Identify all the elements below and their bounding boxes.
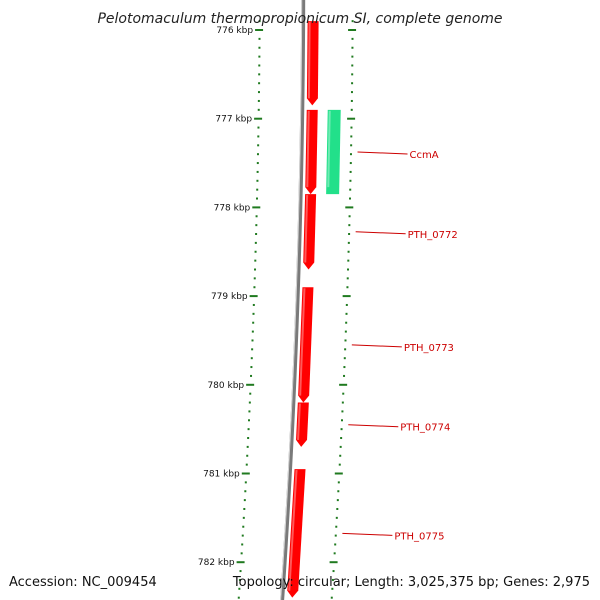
ruler-label: 778 kbp [214, 203, 251, 213]
gene-features [287, 21, 341, 598]
genome-backbone [280, 0, 306, 600]
label-leader-line [351, 344, 402, 348]
label-leader-line [342, 532, 393, 536]
ruler-label: 782 kbp [198, 558, 235, 568]
label-leader-line [357, 151, 408, 155]
ruler-labels: 776 kbp 777 kbp 778 kbp 779 kbp 780 kbp 781 k… [198, 26, 253, 568]
ruler-label: 779 kbp [211, 292, 248, 302]
gene-highlight [297, 403, 301, 440]
outer-ticks [329, 20, 357, 599]
ruler-ticks [236, 20, 264, 599]
gene-label[interactable]: PTH_0772 [408, 230, 458, 241]
forward-gene-arrow[interactable] [296, 402, 309, 447]
ruler-label: 777 kbp [215, 115, 252, 125]
gene-highlight [304, 195, 309, 263]
genome-title: Pelotomaculum thermopropionicum SI, comp… [97, 11, 502, 27]
genome-backbone-highlight [280, 0, 303, 600]
label-leaders [342, 151, 408, 536]
forward-gene-arrow[interactable] [287, 469, 306, 598]
gene-highlight [327, 110, 331, 188]
forward-gene-arrow[interactable] [303, 194, 317, 270]
ruler-label: 781 kbp [203, 470, 240, 480]
gene-label[interactable]: PTH_0773 [404, 343, 454, 354]
topology-summary: Topology: circular; Length: 3,025,375 bp… [232, 575, 590, 590]
forward-gene-arrow[interactable] [306, 21, 319, 106]
accession-label: Accession: NC_009454 [9, 575, 157, 590]
label-leader-line [355, 231, 406, 235]
gene-highlight [307, 22, 311, 99]
gene-labels[interactable]: CcmA PTH_0772 PTH_0773 PTH_0774 PTH_0775 [394, 150, 457, 542]
gene-label[interactable]: PTH_0774 [400, 423, 450, 434]
forward-gene-arrow[interactable] [298, 287, 314, 403]
gene-highlight [288, 470, 298, 591]
gene-label[interactable]: CcmA [410, 150, 439, 161]
ruler-label: 780 kbp [207, 381, 244, 391]
label-leader-line [348, 424, 399, 428]
gene-label[interactable]: PTH_0775 [394, 531, 444, 542]
ruler-label: 776 kbp [216, 26, 253, 36]
gene-highlight [299, 288, 306, 396]
reverse-gene-arrow[interactable] [326, 109, 341, 195]
forward-gene-arrow[interactable] [305, 109, 318, 195]
gene-highlight [306, 110, 310, 188]
